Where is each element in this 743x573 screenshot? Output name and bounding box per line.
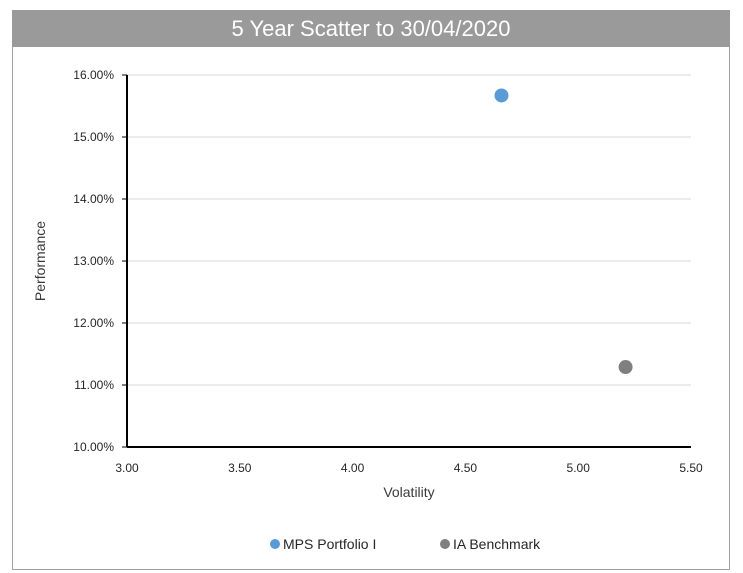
x-tick-label: 5.00	[567, 461, 591, 475]
legend: MPS Portfolio I IA Benchmark	[270, 536, 541, 552]
tick-labels: 10.00% 11.00% 12.00% 13.00% 14.00% 15.00% 16.0…	[73, 68, 703, 475]
y-tick-label: 15.00%	[73, 130, 114, 144]
data-points	[494, 88, 633, 375]
y-tick-label: 11.00%	[74, 378, 114, 392]
chart-frame	[12, 10, 730, 570]
x-tick-label: 3.00	[115, 461, 139, 475]
y-tick-label: 12.00%	[73, 316, 114, 330]
y-tick-label: 16.00%	[73, 68, 114, 82]
legend-item: IA Benchmark	[440, 536, 541, 552]
chart-title-bar: 5 Year Scatter to 30/04/2020	[12, 10, 730, 47]
x-axis-title: Volatility	[383, 484, 434, 500]
grid-lines	[127, 74, 691, 386]
x-tick-label: 4.50	[454, 461, 478, 475]
y-tick-label: 14.00%	[73, 192, 114, 206]
legend-item: MPS Portfolio I	[270, 536, 376, 552]
legend-marker-icon	[270, 539, 280, 549]
x-tick-label: 5.50	[679, 461, 703, 475]
y-axis-title: Performance	[32, 221, 48, 301]
x-tick-label: 4.00	[341, 461, 365, 475]
chart-title: 5 Year Scatter to 30/04/2020	[231, 16, 511, 41]
legend-label: IA Benchmark	[453, 536, 541, 552]
y-tick-label: 13.00%	[73, 254, 114, 268]
x-tick-label: 3.50	[228, 461, 252, 475]
data-point-mps-portfolio-i	[494, 88, 509, 103]
legend-marker-icon	[440, 539, 450, 549]
legend-label: MPS Portfolio I	[283, 536, 376, 552]
y-tick-label: 10.00%	[73, 440, 114, 454]
axes	[122, 74, 691, 448]
data-point-ia-benchmark	[618, 360, 633, 375]
